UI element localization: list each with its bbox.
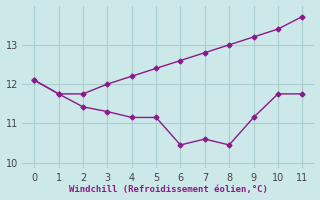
X-axis label: Windchill (Refroidissement éolien,°C): Windchill (Refroidissement éolien,°C) <box>69 185 268 194</box>
